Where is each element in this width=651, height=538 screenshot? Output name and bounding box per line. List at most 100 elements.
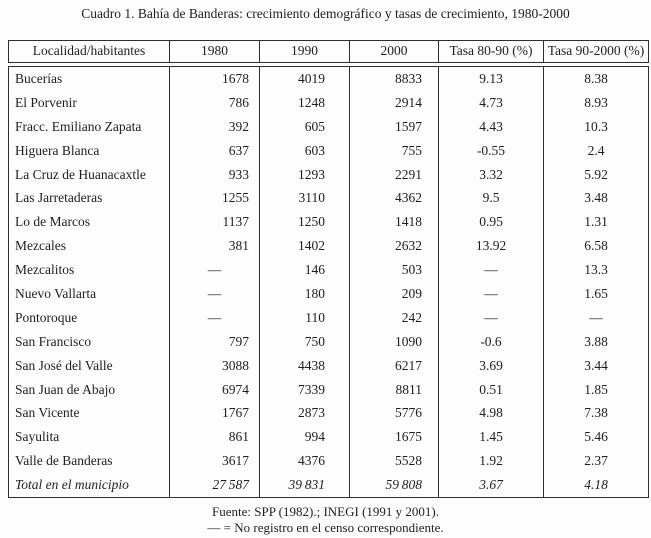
value-cell: 5.92 xyxy=(543,162,648,187)
value-cell: 1.92 xyxy=(438,449,543,474)
locality-cell: Mezcales xyxy=(15,238,66,254)
table-footnotes: Fuente: SPP (1982).; INEGI (1991 y 2001)… xyxy=(0,504,651,535)
value-cell: 1.65 xyxy=(543,282,648,306)
table-header-row: Localidad/habitantes 1980 1990 2000 Tasa… xyxy=(9,41,648,62)
table-row: Mezcales 381 1402 2632 13.92 6.58 xyxy=(9,234,648,259)
value-cell: 5.46 xyxy=(543,425,648,450)
value-cell: 1.45 xyxy=(438,425,543,450)
value-cell: 503 xyxy=(349,258,438,283)
value-cell: 1597 xyxy=(349,114,438,139)
table-row: Mezcalitos —146 503—13.3 xyxy=(9,258,648,283)
value-cell: 1767 xyxy=(169,401,259,426)
locality-cell: Fracc. Emiliano Zapata xyxy=(15,118,142,134)
value-cell: 4438 xyxy=(259,353,349,378)
value-cell: 3110 xyxy=(259,186,349,211)
table-row: Valle de Banderas 3617 4376 5528 1.92 2.37 xyxy=(9,449,648,474)
value-cell: 797 xyxy=(169,329,259,354)
locality-cell: San Vicente xyxy=(15,405,80,421)
value-cell: 5528 xyxy=(349,449,438,474)
locality-cell: Sayulita xyxy=(15,429,60,445)
value-cell: 3.88 xyxy=(543,329,648,354)
value-cell: 8811 xyxy=(349,377,438,402)
value-cell: 994 xyxy=(259,425,349,450)
value-cell: 9.5 xyxy=(438,186,543,211)
value-cell: 4376 xyxy=(259,449,349,474)
value-cell: 3.69 xyxy=(438,353,543,378)
value-cell: 1402 xyxy=(259,234,349,259)
value-cell: 2873 xyxy=(259,401,349,426)
value-cell: 2632 xyxy=(349,234,438,259)
value-cell: 4019 xyxy=(259,67,349,91)
value-cell: 4.43 xyxy=(438,114,543,139)
value-cell: 8833 xyxy=(349,67,438,91)
locality-cell: Valle de Banderas xyxy=(15,453,113,469)
table-row: Nuevo Vallarta —180 209—1.65 xyxy=(9,282,648,306)
value-cell: 7.38 xyxy=(543,401,648,426)
value-cell: 3617 xyxy=(169,449,259,474)
table-row: Fracc. Emiliano Zapata 392 605 1597 4.43 10.3 xyxy=(9,114,648,139)
value-cell: 8.38 xyxy=(543,67,648,91)
value-cell: 3.48 xyxy=(543,186,648,211)
value-cell: 3.32 xyxy=(438,162,543,187)
table-row: San Francisco 797 750 1090 -0.6 3.88 xyxy=(9,329,648,354)
locality-cell: El Porvenir xyxy=(15,94,77,110)
value-cell: 2.37 xyxy=(543,449,648,474)
value-cell: 605 xyxy=(259,114,349,139)
table-row: Higuera Blanca 637 603 755 -0.55 2.4 xyxy=(9,138,648,163)
value-cell: 637 xyxy=(169,138,259,163)
locality-cell: San Juan de Abajo xyxy=(15,381,116,397)
value-cell: — xyxy=(169,258,259,283)
value-cell: 4.18 xyxy=(543,473,648,498)
value-cell: 242 xyxy=(349,305,438,330)
value-cell: 13.3 xyxy=(543,258,648,283)
column-header-2000: 2000 xyxy=(349,41,438,62)
value-cell: 861 xyxy=(169,425,259,450)
value-cell: 0.51 xyxy=(438,377,543,402)
locality-cell: Higuera Blanca xyxy=(15,142,100,158)
value-cell: 1418 xyxy=(349,210,438,235)
value-cell: -0.6 xyxy=(438,329,543,354)
table-row: San Vicente 1767 2873 5776 4.98 7.38 xyxy=(9,401,648,426)
table-header: Localidad/habitantes 1980 1990 2000 Tasa… xyxy=(8,40,649,63)
value-cell: 110 xyxy=(259,305,349,330)
locality-cell: Mezcalitos xyxy=(15,262,75,278)
value-cell: 6.58 xyxy=(543,234,648,259)
value-cell: 603 xyxy=(259,138,349,163)
locality-cell: Las Jarretaderas xyxy=(15,190,103,206)
dash-legend-note: — = No registro en el censo correspondie… xyxy=(207,519,444,535)
value-cell: 5776 xyxy=(349,401,438,426)
table-row: San Juan de Abajo 6974 7339 8811 0.51 1.85 xyxy=(9,377,648,402)
column-header-tasa-80-90: Tasa 80-90 (%) xyxy=(438,41,543,62)
column-header-1980: 1980 xyxy=(169,41,259,62)
value-cell: 1250 xyxy=(259,210,349,235)
value-cell: 1090 xyxy=(349,329,438,354)
source-note: Fuente: SPP (1982).; INEGI (1991 y 2001)… xyxy=(211,504,439,519)
value-cell: 381 xyxy=(169,234,259,259)
value-cell: 0.95 xyxy=(438,210,543,235)
locality-cell: Pontoroque xyxy=(15,309,78,325)
value-cell: — xyxy=(543,305,648,330)
value-cell: -0.55 xyxy=(438,138,543,163)
value-cell: 1293 xyxy=(259,162,349,187)
value-cell: — xyxy=(169,305,259,330)
table-row: Sayulita 861 994 1675 1.45 5.46 xyxy=(9,425,648,450)
locality-cell: Nuevo Vallarta xyxy=(15,286,97,302)
value-cell: 4362 xyxy=(349,186,438,211)
value-cell: 9.13 xyxy=(438,67,543,91)
value-cell: 3.67 xyxy=(438,473,543,498)
locality-cell: Total en el municipio xyxy=(15,477,129,493)
value-cell: — xyxy=(438,258,543,283)
locality-cell: San José del Valle xyxy=(15,357,113,373)
locality-cell: Bucerías xyxy=(15,71,63,86)
table-row: El Porvenir 786 1248 2914 4.73 8.93 xyxy=(9,90,648,115)
value-cell: 392 xyxy=(169,114,259,139)
locality-cell: Lo de Marcos xyxy=(15,214,90,230)
value-cell: 1675 xyxy=(349,425,438,450)
value-cell: 39 831 xyxy=(259,473,349,498)
value-cell: 7339 xyxy=(259,377,349,402)
table-row: Total en el municipio 27 587 39 831 59 808 3… xyxy=(9,473,648,498)
value-cell: 59 808 xyxy=(349,473,438,498)
value-cell: — xyxy=(169,282,259,306)
table-body: Bucerías 1678 4019 8833 9.13 8.38 El Porvenir 7… xyxy=(8,66,649,499)
